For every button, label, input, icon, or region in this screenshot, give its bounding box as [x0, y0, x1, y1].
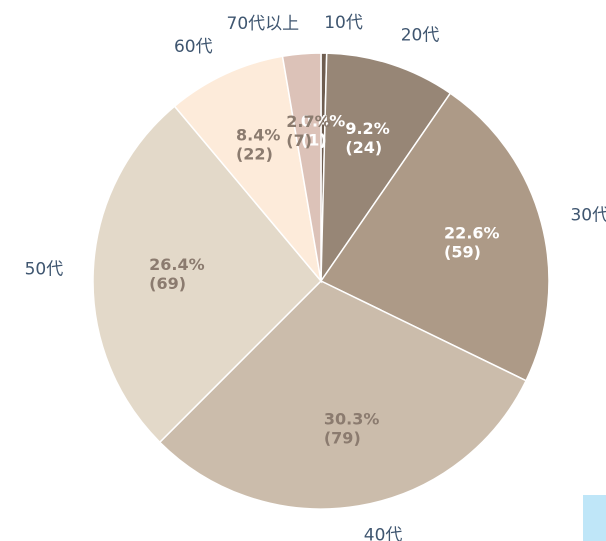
side-widget [583, 495, 606, 541]
pie-slice [173, 55, 323, 284]
value-label: 30.3% [324, 409, 380, 428]
pie-slice [281, 52, 322, 282]
category-label: 50代 [25, 260, 64, 280]
pie-slice [319, 92, 550, 382]
count-label: (69) [149, 274, 186, 293]
category-label: 20代 [401, 26, 440, 46]
pie-slice [92, 105, 323, 444]
value-label: 0.4% [301, 112, 345, 131]
value-label: 2.7% [286, 112, 330, 131]
category-label: 40代 [364, 525, 403, 541]
category-label: 70代以上 [227, 14, 300, 34]
category-label: 60代 [174, 37, 213, 57]
value-label: 9.2% [345, 119, 389, 138]
count-label: (59) [444, 242, 481, 261]
count-label: (79) [324, 428, 361, 447]
count-label: (7) [286, 131, 312, 150]
count-label: (22) [236, 144, 273, 163]
category-label: 10代 [324, 13, 363, 33]
value-label: 22.6% [444, 223, 500, 242]
pie-slice [320, 52, 452, 284]
count-label: (24) [345, 138, 382, 157]
value-label: 8.4% [236, 125, 280, 144]
pie-slice [158, 280, 528, 510]
category-label: 30代 [570, 205, 606, 225]
count-label: (1) [301, 131, 327, 150]
value-label: 26.4% [149, 255, 205, 274]
